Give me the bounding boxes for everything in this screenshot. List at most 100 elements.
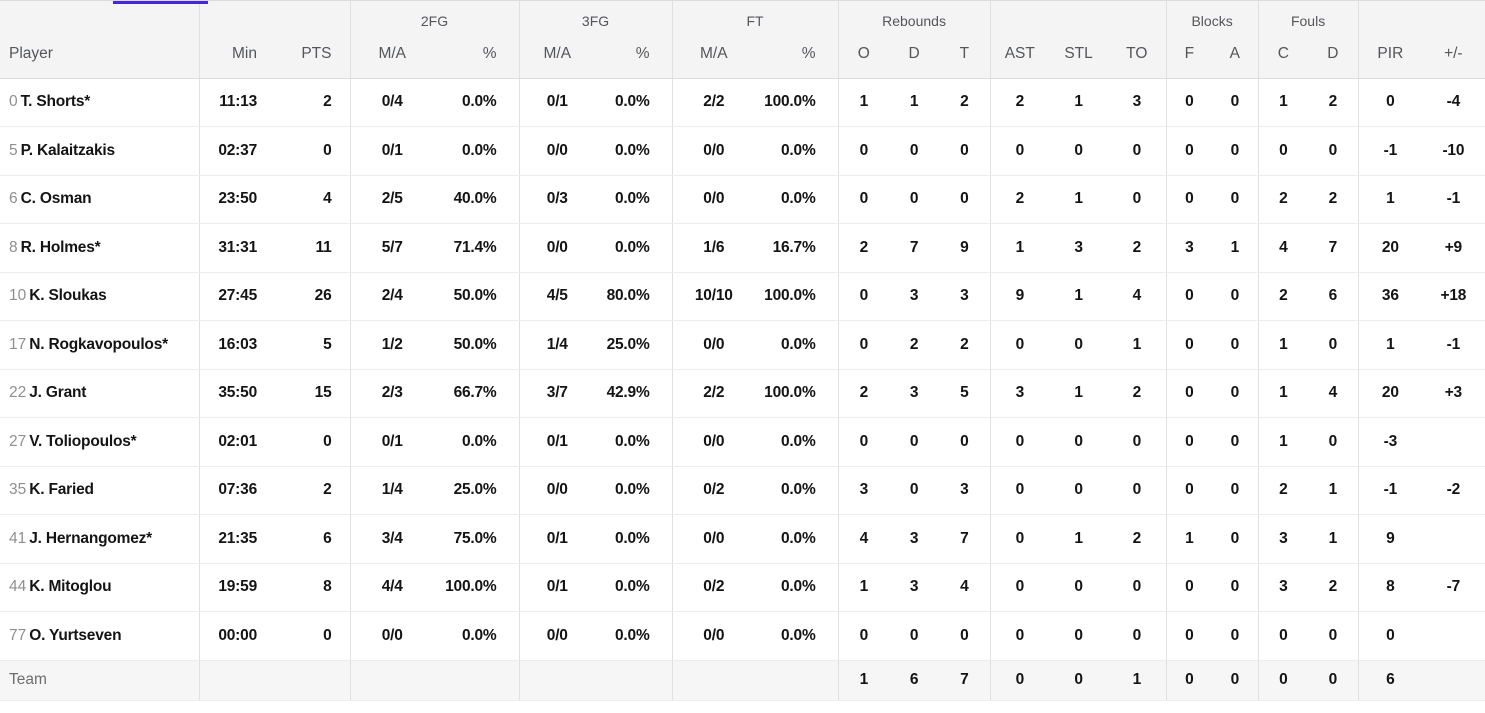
cell-pts: 8 [269, 563, 351, 612]
cell-to: 1 [1108, 660, 1167, 701]
cell-3fg-ma: 0/1 [519, 78, 596, 127]
cell-stl: 0 [1049, 660, 1109, 701]
cell-reb-o: 0 [838, 320, 890, 370]
group-rebounds: Rebounds [838, 1, 991, 31]
cell-min: 02:37 [199, 126, 269, 176]
cell-foul-d: 0 [1308, 660, 1359, 701]
cell-foul-d: 4 [1308, 369, 1359, 418]
cell-2fg-pct: 0.0% [434, 126, 520, 176]
cell-ast: 1 [990, 223, 1050, 273]
player-cell: 17 N. Rogkavopoulos* [0, 320, 200, 370]
cell-blk-a: 0 [1212, 660, 1259, 701]
cell-pir: 0 [1358, 78, 1423, 127]
cell-reb-d: 7 [889, 223, 940, 273]
cell-reb-t: 4 [939, 563, 991, 612]
cell-ft-ma [672, 660, 756, 701]
cell-reb-t: 2 [939, 78, 991, 127]
header-blk-a: A [1212, 31, 1259, 79]
cell-blk-f: 0 [1166, 78, 1213, 127]
player-cell: 8 R. Holmes* [0, 223, 200, 273]
header-plus-minus: +/- [1422, 31, 1485, 79]
player-name: P. Kalaitzakis [20, 141, 115, 159]
cell-plus-minus: +9 [1422, 223, 1485, 273]
cell-2fg-ma: 1/2 [350, 320, 434, 370]
cell-pir: 6 [1358, 660, 1423, 701]
cell-stl: 0 [1049, 126, 1109, 176]
group-spacer [1358, 1, 1485, 31]
cell-2fg-ma: 2/4 [350, 272, 434, 321]
header-ft-pct: % [755, 31, 839, 79]
cell-pir: 20 [1358, 369, 1423, 418]
group-2fg: 2FG [350, 1, 520, 31]
player-cell: 27 V. Toliopoulos* [0, 417, 200, 467]
cell-min: 02:01 [199, 417, 269, 467]
cell-pts [269, 660, 351, 701]
cell-pts: 0 [269, 126, 351, 176]
cell-2fg-ma: 0/1 [350, 417, 434, 467]
cell-blk-f: 3 [1166, 223, 1213, 273]
cell-blk-f: 0 [1166, 126, 1213, 176]
header-stl: STL [1049, 31, 1109, 79]
cell-plus-minus: -4 [1422, 78, 1485, 127]
player-number: 22 [9, 384, 27, 402]
cell-3fg-ma: 0/0 [519, 466, 596, 515]
cell-blk-a: 0 [1212, 417, 1259, 467]
group-ft: FT [672, 1, 839, 31]
cell-pts: 2 [269, 78, 351, 127]
table-row: 22 J. Grant 35:50 15 2/3 66.7% 3/7 42.9% 2/2 100.… [0, 369, 1485, 418]
cell-ft-pct: 0.0% [755, 514, 839, 564]
cell-min: 23:50 [199, 175, 269, 224]
cell-ft-ma: 2/2 [672, 78, 756, 127]
player-cell: 22 J. Grant [0, 369, 200, 418]
cell-foul-c: 4 [1258, 223, 1309, 273]
cell-reb-t: 2 [939, 320, 991, 370]
cell-stl: 0 [1049, 563, 1109, 612]
cell-foul-d: 0 [1308, 611, 1359, 661]
cell-ast: 0 [990, 514, 1050, 564]
cell-pir: 20 [1358, 223, 1423, 273]
cell-to: 0 [1108, 126, 1167, 176]
cell-reb-o: 1 [838, 660, 890, 701]
cell-foul-c: 0 [1258, 611, 1309, 661]
cell-min: 27:45 [199, 272, 269, 321]
cell-foul-c: 2 [1258, 466, 1309, 515]
player-cell: 6 C. Osman [0, 175, 200, 224]
cell-pts: 5 [269, 320, 351, 370]
cell-foul-c: 2 [1258, 272, 1309, 321]
player-number: 17 [9, 335, 27, 353]
cell-pir: 9 [1358, 514, 1423, 564]
header-foul-c: C [1258, 31, 1309, 79]
player-number: 0 [9, 93, 18, 111]
cell-reb-t: 0 [939, 611, 991, 661]
table-row: 17 N. Rogkavopoulos* 16:03 5 1/2 50.0% 1/4 25.0… [0, 320, 1485, 370]
cell-ast: 0 [990, 466, 1050, 515]
cell-foul-d: 2 [1308, 78, 1359, 127]
cell-2fg-pct: 0.0% [434, 78, 520, 127]
cell-to: 0 [1108, 417, 1167, 467]
cell-ft-ma: 0/2 [672, 466, 756, 515]
cell-plus-minus: -7 [1422, 563, 1485, 612]
cell-pts: 11 [269, 223, 351, 273]
cell-ast: 0 [990, 320, 1050, 370]
cell-3fg-pct: 0.0% [595, 126, 673, 176]
cell-pts: 6 [269, 514, 351, 564]
header-pts: PTS [269, 31, 351, 79]
cell-min: 07:36 [199, 466, 269, 515]
table-row: 0 T. Shorts* 11:13 2 0/4 0.0% 0/1 0.0% 2/2 100.0%… [0, 78, 1485, 127]
cell-foul-c: 1 [1258, 78, 1309, 127]
cell-foul-c: 3 [1258, 563, 1309, 612]
cell-min [199, 660, 269, 701]
cell-2fg-pct: 50.0% [434, 272, 520, 321]
cell-blk-a: 1 [1212, 223, 1259, 273]
header-pir: PIR [1358, 31, 1423, 79]
cell-to: 0 [1108, 175, 1167, 224]
cell-ft-ma: 10/10 [672, 272, 756, 321]
cell-3fg-ma: 0/3 [519, 175, 596, 224]
team-label: Team [9, 671, 47, 688]
cell-reb-t: 9 [939, 223, 991, 273]
player-number: 35 [9, 481, 27, 499]
cell-pir: -3 [1358, 417, 1423, 467]
player-name: K. Sloukas [29, 287, 107, 305]
player-number: 41 [9, 529, 27, 547]
cell-3fg-pct: 0.0% [595, 514, 673, 564]
